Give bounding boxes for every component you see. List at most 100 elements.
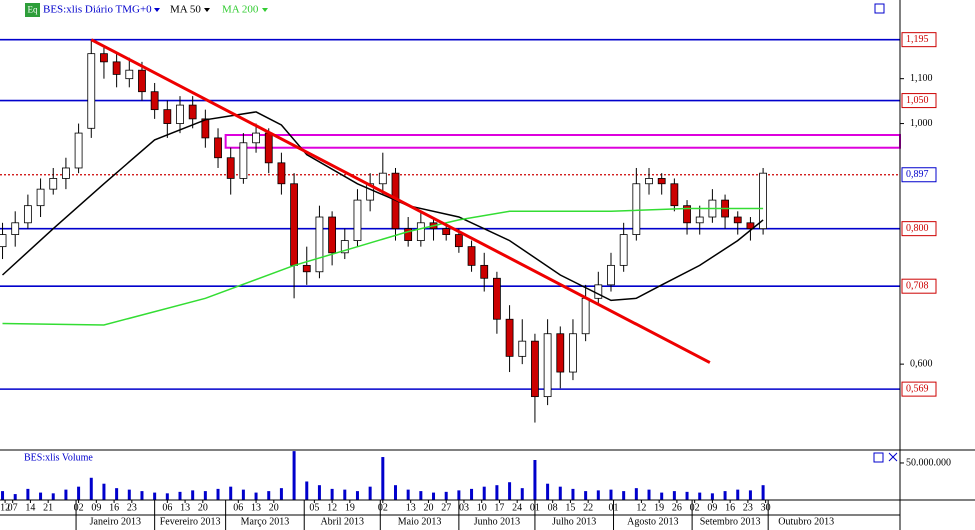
candle-body: [328, 216, 337, 254]
legend-entry[interactable]: MA 50: [170, 4, 201, 16]
level-label-box: [901, 278, 937, 294]
volume-bar: [457, 490, 461, 500]
chart-title[interactable]: BES:xlis Diário TMG+0: [43, 4, 152, 16]
candle-body: [607, 264, 615, 286]
volume-bar: [444, 491, 448, 500]
trendline: [90, 38, 711, 364]
x-tick-label: 27: [441, 502, 451, 513]
volume-bar: [393, 485, 397, 500]
x-tick-label: 16: [725, 502, 735, 513]
dropdown-arrow[interactable]: [204, 8, 210, 12]
month-label: Julho 2013: [552, 516, 596, 527]
candle-body: [467, 246, 476, 266]
volume-bar: [330, 488, 334, 500]
month-label: Setembro 2013: [700, 516, 761, 527]
volume-bar: [672, 491, 676, 500]
candle-body: [657, 178, 666, 185]
candle-body: [176, 104, 184, 124]
candle-body: [23, 205, 32, 224]
volume-bar: [165, 493, 169, 500]
level-label: 1,050: [906, 95, 929, 106]
x-tick-label: 19: [654, 502, 664, 513]
volume-bar: [64, 489, 68, 500]
x-tick-label: 05: [309, 502, 319, 513]
candle-body: [746, 222, 755, 230]
candle-body: [670, 183, 679, 207]
candle-body: [11, 222, 20, 235]
volume-bar: [609, 489, 613, 500]
volume-bar: [89, 477, 93, 500]
candle-body: [150, 91, 159, 111]
volume-bar: [533, 460, 537, 500]
candle-body: [518, 340, 527, 357]
dropdown-arrow[interactable]: [154, 8, 160, 12]
x-tick-label: 12: [0, 502, 10, 513]
volume-bar: [381, 457, 385, 500]
candle-body: [759, 172, 767, 230]
candle-body: [112, 61, 121, 75]
y-tick-label: 1,100: [910, 73, 933, 84]
x-tick-label: 13: [251, 502, 261, 513]
candle-body: [645, 178, 653, 185]
volume-bar: [178, 491, 182, 500]
x-tick-label: 02: [74, 502, 84, 513]
plot-area: [0, 38, 902, 500]
icon[interactable]: [25, 3, 40, 17]
candle-body: [201, 118, 210, 139]
x-tick-label: 23: [743, 502, 753, 513]
legend-entry[interactable]: MA 200: [222, 4, 259, 16]
volume-bar: [267, 491, 271, 500]
volume-bar: [153, 492, 157, 500]
volume-title: BES:xlis Volume: [24, 452, 93, 463]
candle-body: [87, 53, 96, 129]
x-tick-label: 02: [690, 502, 700, 513]
volume-bar: [115, 488, 119, 500]
volume-bar: [660, 492, 664, 500]
volume-bar: [292, 451, 296, 500]
volume-bar: [203, 491, 207, 500]
month-label: Março 2013: [241, 516, 290, 527]
candle-body: [340, 240, 349, 254]
close-button[interactable]: [888, 452, 898, 462]
volume-bar: [39, 492, 43, 500]
volume-bar: [229, 486, 233, 500]
volume-bar: [647, 489, 651, 500]
x-tick-label: 08: [548, 502, 558, 513]
volume-bar: [140, 491, 144, 500]
candle-body: [493, 277, 501, 320]
level-label: 0,897: [906, 169, 929, 180]
volume-bar: [368, 486, 372, 500]
x-tick-label: 22: [583, 502, 593, 513]
level-label-box: [901, 221, 937, 237]
candle-body: [505, 318, 514, 357]
volume-bar: [216, 488, 220, 500]
volume-bar: [558, 486, 562, 500]
volume-bar: [1, 491, 5, 500]
volume-bar: [482, 486, 486, 500]
y-tick-label: 0,600: [910, 358, 933, 369]
candle-body: [226, 157, 235, 179]
dropdown-arrow[interactable]: [262, 8, 268, 12]
window-button[interactable]: [873, 452, 884, 463]
candle-body: [416, 222, 425, 241]
x-tick-label: 13: [406, 502, 416, 513]
level-label-box: [901, 167, 937, 183]
level-label: 0,708: [906, 280, 929, 291]
x-tick-label: 02: [378, 502, 388, 513]
x-tick-label: 10: [477, 502, 487, 513]
volume-bar: [748, 490, 752, 500]
volume-bar: [761, 485, 765, 500]
month-label: Abril 2013: [320, 516, 364, 527]
x-tick-label: 19: [345, 502, 355, 513]
candle-body: [632, 183, 641, 235]
candle-body: [531, 340, 539, 398]
candle-body: [404, 228, 413, 241]
level-label-box: [901, 32, 937, 48]
volume-bar: [241, 489, 245, 500]
window-button[interactable]: [874, 3, 885, 14]
volume-bar: [596, 490, 600, 500]
candle-body: [480, 264, 489, 279]
month-label: Outubro 2013: [778, 516, 834, 527]
icon-label[interactable]: Eq: [28, 5, 38, 15]
